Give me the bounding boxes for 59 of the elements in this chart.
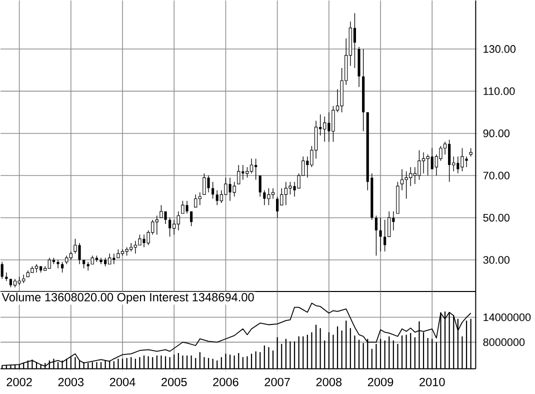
candlestick bbox=[400, 169, 404, 191]
candlestick bbox=[198, 192, 202, 206]
y-tick-label: 70.00 bbox=[483, 172, 510, 180]
candlestick bbox=[61, 262, 64, 274]
candlestick bbox=[332, 106, 335, 142]
candlestick bbox=[267, 188, 270, 206]
x-tick-label: 2007 bbox=[264, 378, 290, 386]
annotation: Volume 13608020.00 Open Interest 1348694.00 bbox=[2, 292, 254, 304]
y-tick-label: 30.00 bbox=[483, 256, 510, 264]
candlestick bbox=[384, 220, 386, 252]
y-tick-label: 130.00 bbox=[484, 45, 516, 54]
candlestick bbox=[190, 211, 193, 227]
candlestick bbox=[134, 240, 138, 254]
y-tick-label: 90.00 bbox=[483, 130, 510, 138]
x-tick-label: 2010 bbox=[420, 378, 445, 386]
y-tick-label: 50.00 bbox=[483, 214, 510, 222]
candlestick bbox=[168, 218, 172, 238]
candlestick bbox=[422, 152, 426, 174]
x-tick-label: 2009 bbox=[368, 378, 394, 386]
candlestick bbox=[258, 175, 262, 198]
y-tick-label: 14000000 bbox=[484, 314, 531, 322]
x-tick-label: 2008 bbox=[316, 378, 342, 386]
candlestick bbox=[56, 260, 60, 269]
candlestick bbox=[172, 220, 176, 236]
candlestick bbox=[212, 182, 214, 200]
candlestick bbox=[426, 154, 430, 176]
candlestick bbox=[246, 167, 249, 178]
candlestick bbox=[237, 164, 240, 185]
candlestick bbox=[353, 13, 356, 69]
candlestick bbox=[181, 200, 184, 214]
candlestick bbox=[379, 218, 382, 252]
candlestick bbox=[202, 173, 206, 196]
candlestick bbox=[460, 148, 464, 172]
candlestick bbox=[250, 158, 254, 174]
y-tick-label: 110.00 bbox=[484, 88, 515, 96]
candlestick bbox=[232, 182, 236, 198]
candlestick bbox=[138, 234, 142, 246]
candlestick bbox=[0, 262, 4, 280]
candlestick bbox=[276, 196, 279, 218]
x-tick-label: 2005 bbox=[162, 378, 187, 386]
candlestick bbox=[108, 253, 112, 265]
x-tick-label: 2006 bbox=[213, 378, 238, 386]
candlestick bbox=[176, 211, 180, 231]
candlestick bbox=[418, 150, 421, 180]
x-tick-label: 2003 bbox=[58, 378, 84, 386]
x-tick-label: 2002 bbox=[6, 378, 32, 386]
candlestick bbox=[271, 188, 275, 200]
candlestick bbox=[404, 171, 408, 200]
candlestick bbox=[323, 116, 326, 142]
candlestick bbox=[374, 216, 378, 256]
candlestick bbox=[5, 272, 8, 282]
x-tick-label: 2004 bbox=[110, 378, 136, 386]
candlestick bbox=[34, 264, 38, 274]
candlestick bbox=[160, 204, 163, 218]
y-tick-label: 8000000 bbox=[483, 338, 525, 346]
candlestick bbox=[288, 182, 292, 196]
candlestick bbox=[194, 194, 198, 208]
candlestick bbox=[155, 216, 159, 236]
candlestick bbox=[284, 182, 288, 206]
